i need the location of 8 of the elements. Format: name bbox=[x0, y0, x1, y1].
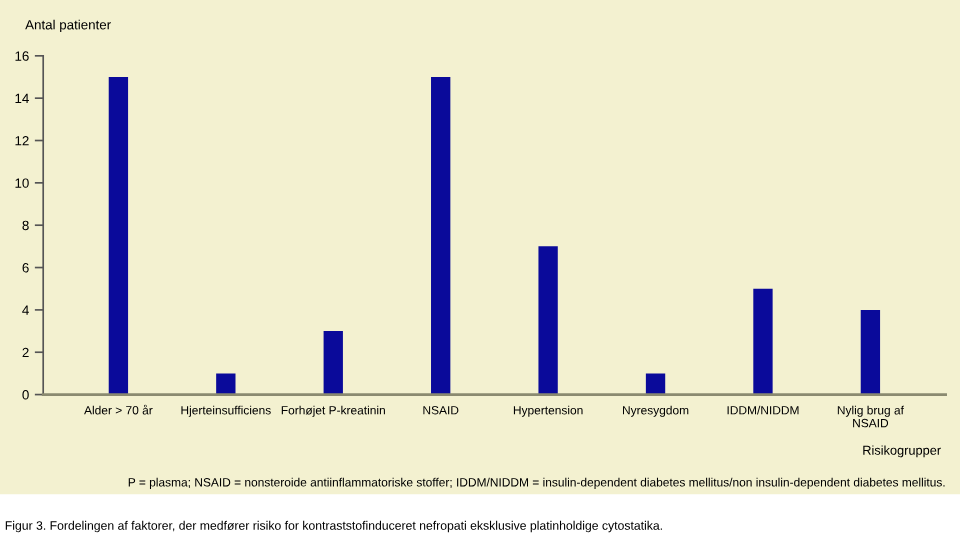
bar bbox=[753, 288, 773, 395]
bar bbox=[323, 331, 343, 395]
bar bbox=[645, 373, 666, 395]
bar bbox=[538, 246, 558, 395]
bar bbox=[108, 77, 129, 395]
bar bbox=[431, 77, 451, 395]
bar bbox=[860, 309, 881, 395]
bar bbox=[216, 373, 236, 395]
